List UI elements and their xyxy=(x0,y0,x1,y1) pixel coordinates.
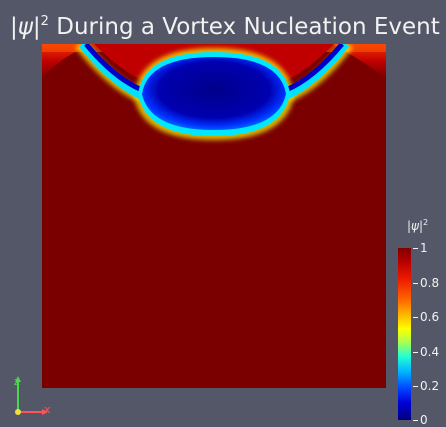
z-axis-label: z xyxy=(14,375,20,388)
x-axis-label: x xyxy=(44,403,51,416)
colorbar xyxy=(398,248,411,420)
vortex-arm-left xyxy=(78,44,144,100)
colorbar-title: |ψ|2 xyxy=(407,218,428,233)
vortex-arm-right-core xyxy=(284,44,344,93)
colorbar-tick-0-6: 0.6 xyxy=(413,311,439,323)
colorbar-title-superscript: 2 xyxy=(423,218,429,227)
density-field-svg xyxy=(42,44,386,388)
title-superscript: 2 xyxy=(40,14,49,29)
density-field-plot[interactable] xyxy=(42,44,386,388)
orientation-axes-widget: z x xyxy=(8,374,58,420)
boundary-layer-left xyxy=(42,44,92,78)
z-axis-arrow xyxy=(15,376,21,382)
colorbar-tick-0: 0 xyxy=(413,414,428,426)
colorbar-tick-0-2: 0.2 xyxy=(413,380,439,392)
x-axis-arrow xyxy=(42,409,48,415)
colorbar-tick-0-4: 0.4 xyxy=(413,346,439,358)
title-text: During a Vortex Nucleation Event xyxy=(48,14,440,40)
title-symbol: |ψ| xyxy=(10,14,41,40)
vortex-arm-right xyxy=(284,44,350,100)
colorbar-tick-1: 1 xyxy=(413,242,428,254)
page-title: |ψ|2 During a Vortex Nucleation Event xyxy=(10,6,440,43)
orientation-axes-icon xyxy=(15,376,48,415)
colorbar-title-symbol: |ψ| xyxy=(407,219,424,233)
colorbar-tick-0-8: 0.8 xyxy=(413,277,439,289)
vortex-core xyxy=(142,57,286,130)
vortex-arm-left-core xyxy=(84,44,144,93)
y-axis-dot xyxy=(15,409,21,415)
